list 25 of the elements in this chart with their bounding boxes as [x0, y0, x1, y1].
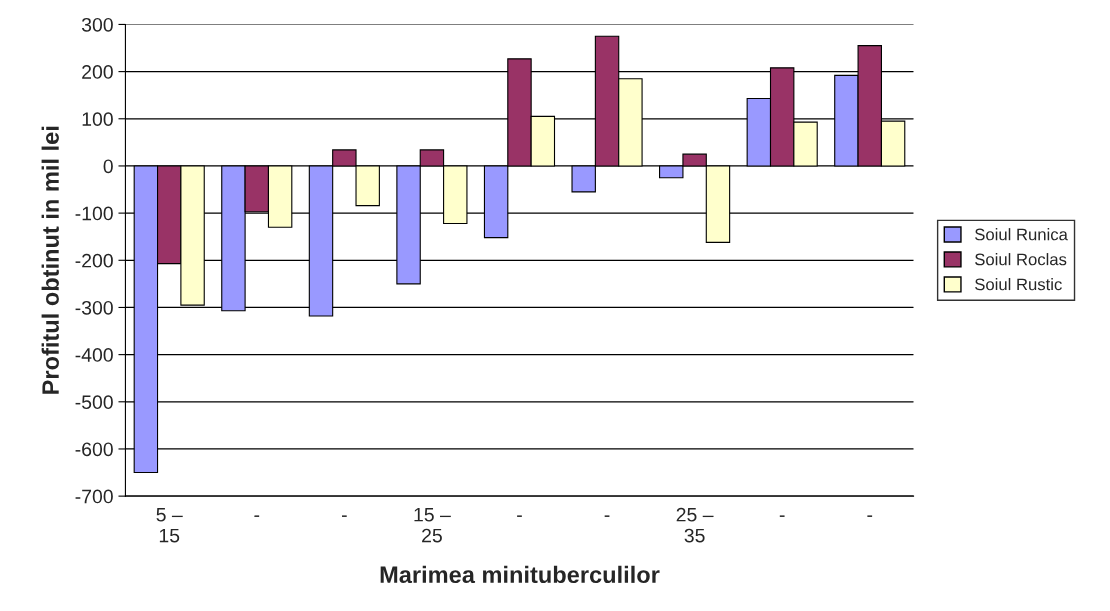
- x-tick-label: -: [867, 515, 873, 517]
- legend-label: Soiul Rustic: [975, 278, 1062, 291]
- y-tick-label: -200: [75, 253, 113, 268]
- x-tick-label: -: [517, 515, 522, 517]
- y-tick-label: 100: [82, 112, 113, 127]
- x-tick-label: -: [779, 515, 785, 517]
- x-tick-label: 25 – 35: [676, 507, 714, 543]
- x-tick-label: -: [341, 515, 347, 517]
- y-axis-title: Profitul obtinut in mil lei: [41, 126, 59, 394]
- y-tick-label: -600: [75, 442, 113, 457]
- y-tick-label: 200: [82, 65, 113, 79]
- y-tick-label: -100: [75, 206, 113, 221]
- x-tick-label: -: [254, 515, 260, 517]
- x-axis-title: Marimea minituberculilor: [380, 565, 660, 584]
- x-tick-label: -: [604, 515, 610, 517]
- legend-label: Soiul Roclas: [975, 253, 1067, 266]
- y-tick-label: 0: [103, 159, 113, 174]
- y-tick-label: -500: [75, 395, 113, 410]
- x-tick-label: 5 – 15: [156, 507, 183, 543]
- y-tick-label: -700: [75, 489, 113, 504]
- legend-label: Soiul Runica: [975, 228, 1068, 241]
- x-tick-label: 15 – 25: [414, 507, 451, 543]
- y-tick-label: 300: [81, 17, 113, 32]
- y-tick-label: -400: [75, 348, 113, 362]
- y-tick-label: -300: [75, 300, 113, 315]
